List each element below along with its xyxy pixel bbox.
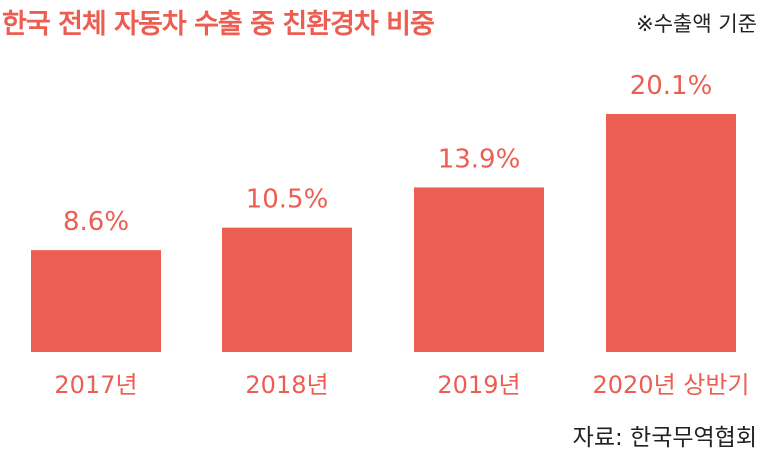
basis-note: ※수출액 기준 (636, 12, 757, 36)
bar-2017년 (31, 250, 161, 352)
chart-title: 한국 전체 자동차 수출 중 친환경차 비중 (2, 9, 435, 40)
category-label: 2020년 상반기 (592, 371, 749, 399)
bar-2018년 (222, 227, 352, 352)
source-note: 자료: 한국무역협회 (572, 425, 757, 451)
category-label: 2019년 (437, 371, 520, 399)
value-label: 13.9% (438, 144, 521, 174)
bar-2019년 (414, 187, 544, 352)
category-label: 2018년 (245, 371, 328, 399)
value-label: 8.6% (63, 207, 129, 237)
category-label: 2017년 (54, 371, 137, 399)
value-label: 20.1% (630, 71, 713, 101)
value-label: 10.5% (246, 185, 329, 215)
bar-2020년 상반기 (606, 114, 736, 352)
